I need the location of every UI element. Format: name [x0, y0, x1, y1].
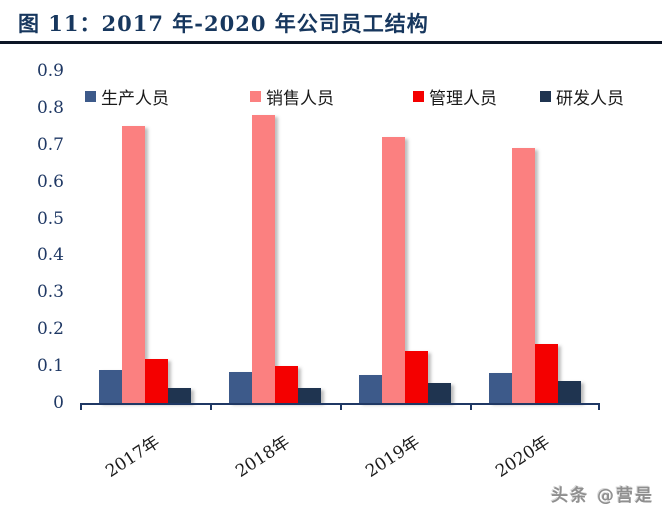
legend-swatch-icon: [85, 91, 96, 102]
x-axis-tick: [80, 403, 82, 410]
bar-研发人员-2020年: [558, 380, 581, 403]
bar-管理人员-2019年: [405, 351, 428, 403]
x-axis-tick: [470, 403, 472, 410]
legend-label: 管理人员: [429, 89, 497, 109]
bar-生产人员-2020年: [489, 373, 512, 403]
bar-生产人员-2019年: [359, 375, 382, 403]
title-divider: [0, 41, 662, 44]
bar-管理人员-2017年: [145, 358, 168, 403]
bar-生产人员-2018年: [229, 371, 252, 403]
bar-销售人员-2018年: [252, 115, 275, 403]
bar-研发人员-2019年: [428, 382, 451, 403]
y-tick-label: 0.1: [36, 356, 64, 377]
legend-label: 销售人员: [266, 89, 334, 109]
bar-销售人员-2020年: [512, 148, 535, 403]
legend-swatch-icon: [413, 91, 424, 102]
x-axis-tick: [598, 403, 600, 410]
x-category-label: 2017年: [102, 432, 164, 482]
y-tick-label: 0.2: [36, 319, 64, 340]
chart-legend: 生产人员 销售人员 管理人员 研发人员: [0, 84, 662, 109]
y-tick-label: 0.6: [36, 171, 64, 192]
bar-研发人员-2017年: [168, 388, 191, 403]
x-category-label: 2020年: [492, 432, 554, 482]
y-tick-label: 0.3: [36, 282, 64, 303]
x-axis-tick: [210, 403, 212, 410]
legend-swatch-icon: [250, 91, 261, 102]
bar-研发人员-2018年: [298, 388, 321, 403]
legend-label: 研发人员: [556, 89, 624, 109]
y-tick-label: 0.4: [36, 245, 64, 266]
bar-销售人员-2019年: [382, 137, 405, 403]
x-axis-tick: [340, 403, 342, 410]
bar-管理人员-2020年: [535, 343, 558, 403]
y-tick-label: 0.9: [36, 61, 64, 81]
y-tick-label: 0.5: [36, 208, 64, 229]
y-tick-label: 0.8: [36, 97, 64, 118]
x-category-label: 2019年: [362, 432, 424, 482]
legend-item-4: 研发人员: [540, 84, 624, 109]
bar-管理人员-2018年: [275, 366, 298, 403]
watermark: 头条 @营是: [551, 486, 654, 506]
legend-item-2: 销售人员: [250, 84, 334, 109]
y-tick-label: 0: [53, 393, 64, 413]
x-category-label: 2018年: [232, 432, 294, 482]
legend-item-1: 生产人员: [85, 84, 169, 109]
figure-title: 图 11：2017 年-2020 年公司员工结构: [18, 11, 429, 36]
bar-销售人员-2017年: [122, 126, 145, 403]
y-tick-label: 0.7: [36, 134, 64, 155]
legend-label: 生产人员: [101, 89, 169, 109]
legend-swatch-icon: [540, 91, 551, 102]
legend-item-3: 管理人员: [413, 84, 497, 109]
bar-生产人员-2017年: [99, 369, 122, 403]
